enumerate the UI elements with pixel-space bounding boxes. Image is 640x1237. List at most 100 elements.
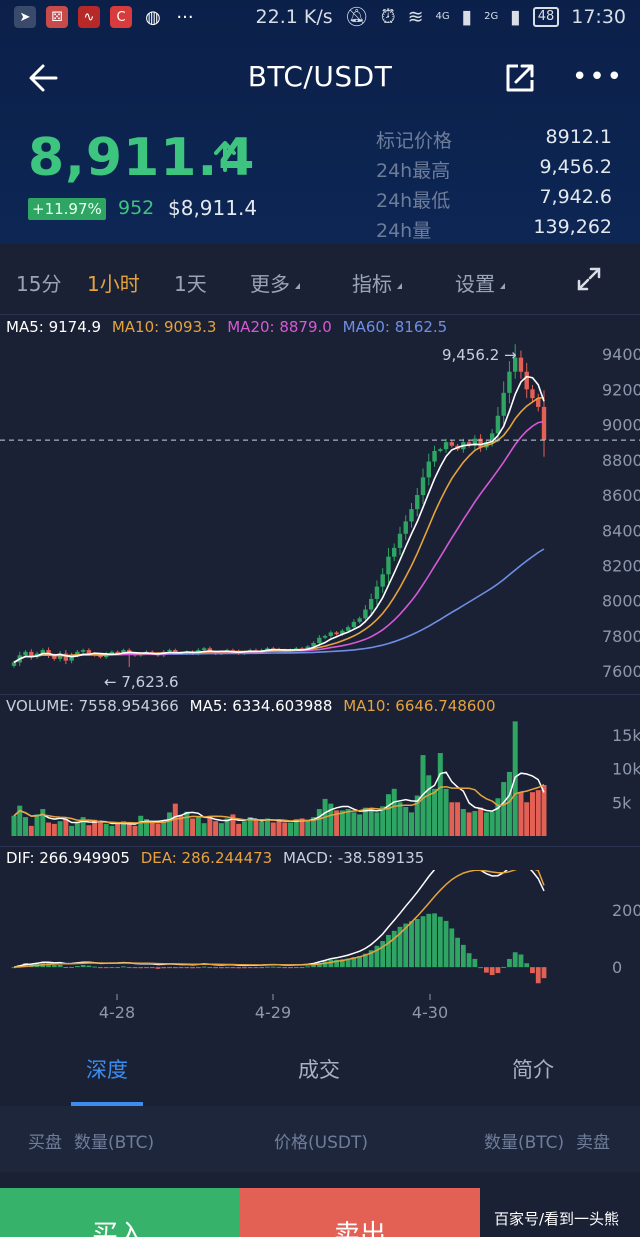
macd-bar: [161, 967, 167, 969]
change-count: 952: [118, 197, 155, 219]
volume-bar: [63, 819, 69, 836]
volume-bar: [132, 825, 138, 836]
share-icon[interactable]: [502, 60, 538, 96]
back-arrow-icon[interactable]: [26, 58, 66, 98]
volume-bar: [299, 818, 305, 836]
network-4g-label: 4G: [435, 11, 450, 22]
more-icon[interactable]: •••: [572, 62, 625, 92]
volume-bar: [57, 821, 63, 836]
volume-bar: [97, 822, 103, 836]
interval-15m[interactable]: 15分: [16, 272, 62, 296]
macd-bar: [530, 967, 535, 974]
stat-value: 7,942.6: [539, 186, 612, 208]
macd-bar: [345, 958, 351, 968]
volume-bar: [236, 823, 242, 836]
macd-bar: [144, 967, 149, 969]
volume-bar: [17, 805, 23, 836]
macd-bar: [489, 967, 495, 976]
macd-bar: [512, 952, 518, 968]
y-tick-label: 8400: [602, 521, 640, 540]
volume-bar: [397, 802, 403, 836]
candle-body: [63, 653, 69, 661]
macd-bar: [322, 961, 328, 968]
macd-bar: [507, 958, 512, 968]
candle-body: [52, 655, 57, 659]
y-tick-label: 8200: [602, 556, 640, 575]
usd-price: $8,911.4: [168, 196, 258, 220]
interval-1d[interactable]: 1天: [174, 272, 207, 296]
volume-bar: [86, 825, 92, 836]
macd-bar: [472, 958, 478, 968]
candle-body: [311, 643, 316, 647]
volume-bar: [178, 815, 184, 836]
volume-bar: [339, 810, 345, 836]
volume-bar: [115, 823, 121, 836]
candle-body: [363, 609, 368, 619]
legend-dif: DIF: 266.949905: [6, 849, 130, 867]
last-price: 8,911.4: [28, 128, 256, 188]
fullscreen-icon[interactable]: [576, 266, 602, 292]
volume-bar: [276, 819, 282, 836]
volume-bar: [282, 822, 288, 836]
candle-body: [438, 449, 443, 451]
candle-body: [524, 371, 529, 390]
volume-bar: [541, 785, 547, 836]
macd-bar: [247, 967, 253, 969]
volume-bar: [328, 803, 334, 836]
candle-body: [518, 357, 524, 372]
macd-bar: [63, 966, 69, 968]
battery-icon: 48: [532, 6, 560, 27]
macd-bar: [368, 950, 374, 968]
tab-trades[interactable]: 成交: [298, 1058, 340, 1082]
divider: [0, 846, 640, 847]
legend-ma60: MA60: 8162.5: [342, 318, 448, 336]
signal-icon: ▮: [461, 5, 473, 28]
vol-ma10-line: [13, 784, 545, 824]
macd-bar: [103, 967, 109, 969]
macd-bar: [299, 967, 305, 969]
macd-bar: [265, 966, 270, 968]
candlestick-chart[interactable]: 9400 9200 9000 8800 8600 8400 8200 8000 7800 7600…: [0, 340, 640, 692]
volume-chart[interactable]: 15k 10k 5k: [0, 718, 640, 846]
settings-dropdown[interactable]: 设置: [455, 268, 505, 297]
macd-bar: [351, 957, 357, 968]
candle-body: [426, 461, 431, 478]
macd-bar: [409, 921, 414, 968]
page-title: BTC/USDT: [247, 60, 393, 93]
macd-chart[interactable]: 200 0 4-28 4-29 4-30: [0, 870, 640, 1040]
legend-volume: VOLUME: 7558.954366: [6, 697, 179, 715]
dropdown-caret-icon: [295, 282, 300, 289]
candle-body: [530, 389, 535, 399]
macd-legend: DIF: 266.949905 DEA: 286.244473 MACD: -3…: [6, 849, 430, 867]
volume-bar: [472, 811, 478, 836]
legend-vol-ma10: MA10: 6646.748600: [343, 697, 496, 715]
tab-info[interactable]: 简介: [512, 1058, 554, 1082]
chart-app-icon: ∿: [78, 6, 100, 28]
ma60-line: [13, 548, 545, 664]
divider: [0, 694, 640, 695]
volume-bar: [437, 753, 443, 836]
macd-bar: [178, 967, 184, 969]
tab-depth[interactable]: 深度: [86, 1058, 128, 1082]
candle-body: [98, 655, 103, 658]
divider: [0, 314, 640, 315]
macd-bar: [11, 967, 17, 969]
volume-bar: [403, 807, 409, 836]
interval-1h[interactable]: 1小时: [87, 272, 140, 296]
buy-button[interactable]: 买入: [0, 1188, 240, 1237]
more-intervals-dropdown[interactable]: 更多: [250, 268, 300, 297]
macd-bar: [339, 959, 345, 968]
sell-button[interactable]: 卖出: [240, 1188, 480, 1237]
legend-dea: DEA: 286.244473: [140, 849, 273, 867]
macd-bar: [316, 962, 322, 968]
indicator-dropdown[interactable]: 指标: [352, 268, 402, 297]
stat-value: 139,262: [533, 216, 612, 238]
macd-bar: [288, 967, 293, 969]
candle-body: [501, 392, 506, 416]
macd-bar: [253, 967, 259, 969]
dice-icon: ⚄: [46, 6, 68, 28]
volume-bar: [432, 788, 438, 836]
network-2g-label: 2G: [484, 11, 499, 22]
macd-bar: [109, 967, 115, 969]
macd-bar: [380, 941, 386, 968]
